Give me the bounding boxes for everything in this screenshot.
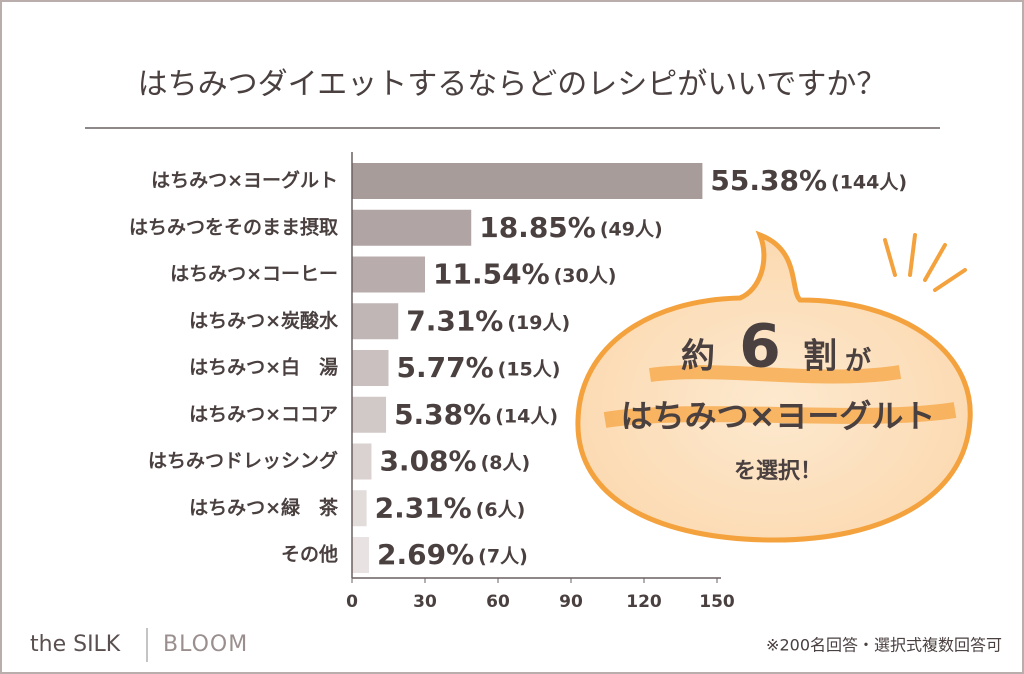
percent-label: 5.77% xyxy=(397,351,494,384)
category-label: はちみつ×炭酸水 xyxy=(189,309,339,332)
x-tick-label: 0 xyxy=(346,592,358,612)
bar xyxy=(352,303,399,340)
x-tick-label: 90 xyxy=(559,592,583,612)
percent-label: 18.85% xyxy=(479,211,596,244)
percent-label: 3.08% xyxy=(379,445,476,478)
value-label: (19人) xyxy=(507,312,570,334)
bar xyxy=(352,490,367,527)
callout-text: を選択！ xyxy=(734,459,822,484)
value-label: (144人) xyxy=(831,172,907,194)
percent-label: 7.31% xyxy=(406,304,503,337)
bar xyxy=(352,256,425,293)
bar xyxy=(352,209,472,246)
chart-title: はちみつダイエットするならどのレシピがいいですか？ xyxy=(138,67,887,102)
x-tick-label: 120 xyxy=(626,592,662,612)
percent-label: 55.38% xyxy=(710,164,827,197)
brush xyxy=(603,402,957,428)
percent-label: 2.69% xyxy=(377,538,474,571)
footnote: ※200名回答・選択式複数回答可 xyxy=(766,636,1002,655)
burst xyxy=(883,233,967,292)
value-label: (49人) xyxy=(600,218,663,240)
callout: 約 6 割 が はちみつ×ヨーグルト を選択！ xyxy=(575,230,973,543)
category-label: はちみつ×ココア xyxy=(189,403,338,425)
value-label: (15人) xyxy=(498,359,561,381)
bar xyxy=(352,350,389,386)
brush xyxy=(649,365,902,384)
bar xyxy=(352,443,372,480)
value-label: (7人) xyxy=(478,546,528,568)
category-label: はちみつ×白 湯 xyxy=(189,356,338,379)
percent-label: 5.38% xyxy=(394,398,491,431)
value-label: (30人) xyxy=(554,265,617,287)
brand: BLOOM xyxy=(163,632,248,657)
bar xyxy=(352,396,387,433)
category-label: はちみつをそのまま摂取 xyxy=(129,215,338,238)
bar xyxy=(352,163,703,199)
category-label: その他 xyxy=(281,543,338,566)
callout-text: 約 xyxy=(681,337,715,377)
category-label: はちみつ×緑 茶 xyxy=(189,496,339,519)
category-label: はちみつドレッシング xyxy=(148,449,338,472)
percent-label: 11.54% xyxy=(433,258,550,291)
value-label: (14人) xyxy=(495,405,558,427)
callout-text: が xyxy=(845,346,871,377)
category-label: はちみつ×コーヒー xyxy=(170,263,338,285)
callout-bubble xyxy=(575,230,973,543)
callout-text: 6 xyxy=(739,312,781,382)
bar xyxy=(352,537,370,573)
x-tick-label: 60 xyxy=(486,592,510,612)
callout-text: 割 xyxy=(803,337,837,377)
category-label: はちみつ×ヨーグルト xyxy=(151,169,338,192)
percent-label: 2.31% xyxy=(375,491,472,524)
callout-text: はちみつ×ヨーグルト xyxy=(621,397,936,435)
brand: the SILK xyxy=(30,632,121,657)
x-tick-label: 150 xyxy=(699,592,735,612)
x-tick-label: 30 xyxy=(413,592,437,612)
value-label: (6人) xyxy=(476,499,526,521)
value-label: (8人) xyxy=(481,452,531,474)
